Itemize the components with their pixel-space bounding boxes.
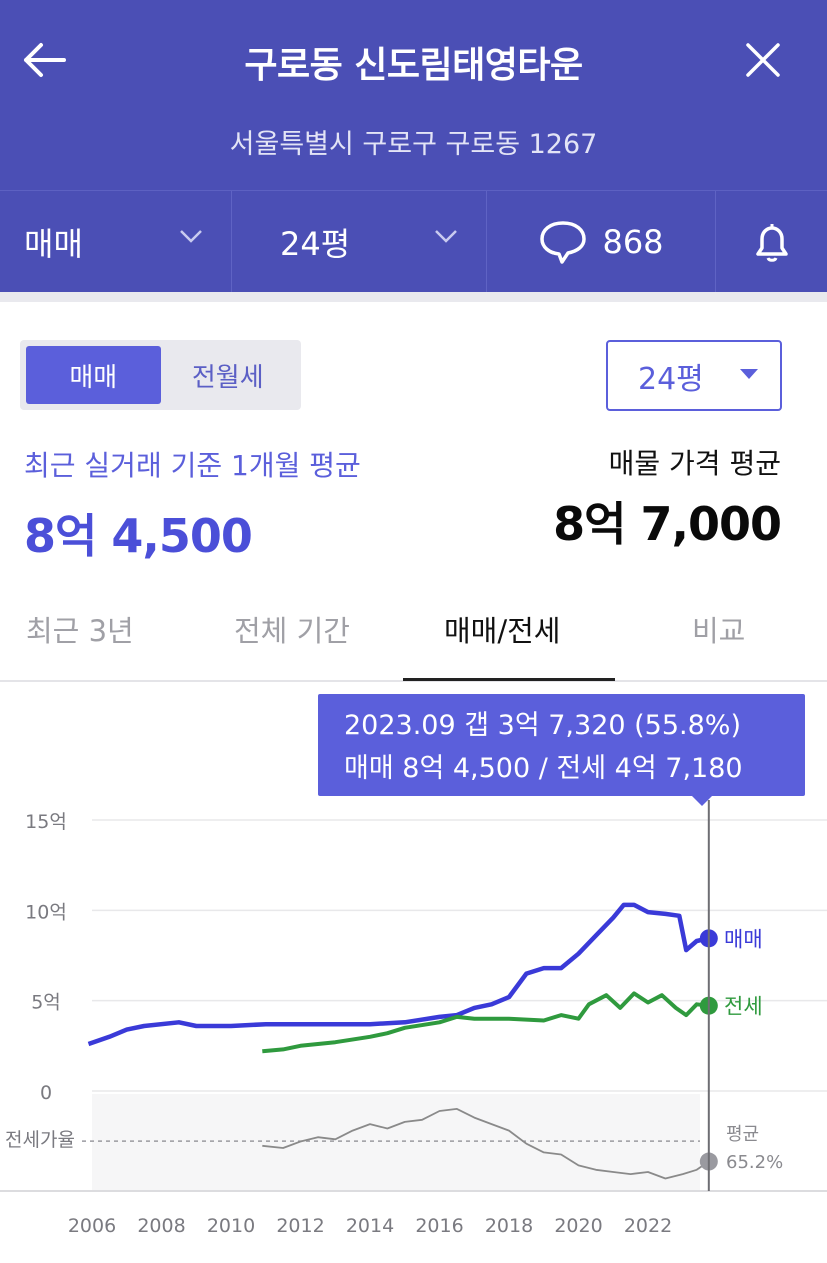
deal-type-dropdown[interactable]: 매매 xyxy=(0,191,232,292)
size-label: 24평 xyxy=(280,224,351,263)
y-tick-label: 0 xyxy=(40,1082,52,1104)
x-tick-label: 2020 xyxy=(554,1215,602,1237)
x-tick-label: 2006 xyxy=(68,1215,116,1237)
talk-button[interactable]: 868 xyxy=(487,191,716,292)
tooltip-pointer xyxy=(692,796,712,806)
toggle-rent[interactable]: 전월세 xyxy=(191,362,264,393)
app-header: 구로동 신도림태영타운 서울특별시 구로구 구로동 1267 xyxy=(0,0,827,190)
tab-all-period[interactable]: 전체 기간 xyxy=(234,614,350,648)
recent-price-label: 최근 실거래 기준 1개월 평균 xyxy=(24,449,361,482)
y-tick-label: 10억 xyxy=(25,901,67,923)
active-tab-indicator xyxy=(403,678,615,681)
x-tick-label: 2022 xyxy=(624,1215,672,1237)
x-tick-label: 2016 xyxy=(415,1215,463,1237)
y-tick-label: 5억 xyxy=(31,992,61,1014)
tooltip-price-line: 매매 8억 4,500 / 전세 4억 7,180 xyxy=(344,753,743,784)
caret-down-icon xyxy=(740,369,758,379)
listing-price-label: 매물 가격 평균 xyxy=(608,447,781,480)
deal-toggle: 매매 전월세 xyxy=(20,340,301,410)
tab-recent-3y[interactable]: 최근 3년 xyxy=(26,614,134,648)
tab-sale-jeonse[interactable]: 매매/전세 xyxy=(444,614,561,648)
back-button[interactable] xyxy=(18,34,70,86)
series-line-1 xyxy=(87,902,710,1047)
toggle-sale[interactable]: 매매 xyxy=(26,346,161,404)
series-line-3 xyxy=(262,1108,710,1180)
size-dropdown[interactable]: 24평 xyxy=(232,191,487,292)
ratio-average-value: 65.2% xyxy=(726,1152,783,1173)
legend-jeonse: 전세 xyxy=(724,995,763,1019)
x-tick-label: 2018 xyxy=(485,1215,533,1237)
filter-toolbar: 매매 24평 868 xyxy=(0,190,827,292)
section-divider xyxy=(0,292,827,302)
arrow-left-icon xyxy=(24,43,66,77)
chevron-down-icon xyxy=(180,230,202,243)
x-tick-label: 2010 xyxy=(207,1215,255,1237)
close-button[interactable] xyxy=(737,36,789,84)
x-tick-label: 2008 xyxy=(137,1215,185,1237)
size-select[interactable]: 24평 xyxy=(606,340,782,411)
tab-compare[interactable]: 비교 xyxy=(692,614,746,648)
address: 서울특별시 구로구 구로동 1267 xyxy=(229,129,598,160)
bell-icon xyxy=(755,223,788,262)
x-tick-label: 2014 xyxy=(346,1215,394,1237)
close-icon xyxy=(746,43,780,77)
x-tick-label: 2012 xyxy=(276,1215,324,1237)
series-line-2 xyxy=(262,991,710,1054)
ratio-panel-bg xyxy=(92,1094,700,1190)
recent-price-value: 8억 4,500 xyxy=(24,509,253,563)
price-chart[interactable]: 15억 10억 5억 0 전세가율 2006 2008 2010 2012 2014 2016 201… xyxy=(0,684,827,1263)
ratio-axis-label: 전세가율 xyxy=(5,1129,75,1151)
tooltip-gap-line: 2023.09 갭 3억 7,320 (55.8%) xyxy=(344,710,741,741)
y-tick-label: 15억 xyxy=(25,811,67,833)
period-tabs: 최근 3년 전체 기간 매매/전세 비교 xyxy=(0,580,827,682)
ratio-average-label: 평균 xyxy=(726,1124,759,1145)
legend-sale: 매매 xyxy=(724,927,763,951)
chart-tooltip: 2023.09 갭 3억 7,320 (55.8%) 매매 8억 4,500 /… xyxy=(318,694,805,796)
deal-type-label: 매매 xyxy=(24,224,83,263)
chevron-down-icon xyxy=(435,230,457,243)
speech-bubble-icon xyxy=(540,220,587,264)
page-title: 구로동 신도림태영타운 xyxy=(244,45,583,86)
talk-count: 868 xyxy=(602,222,664,261)
notification-button[interactable] xyxy=(716,191,827,292)
listing-price-value: 8억 7,000 xyxy=(553,497,782,551)
size-select-value: 24평 xyxy=(638,361,704,397)
